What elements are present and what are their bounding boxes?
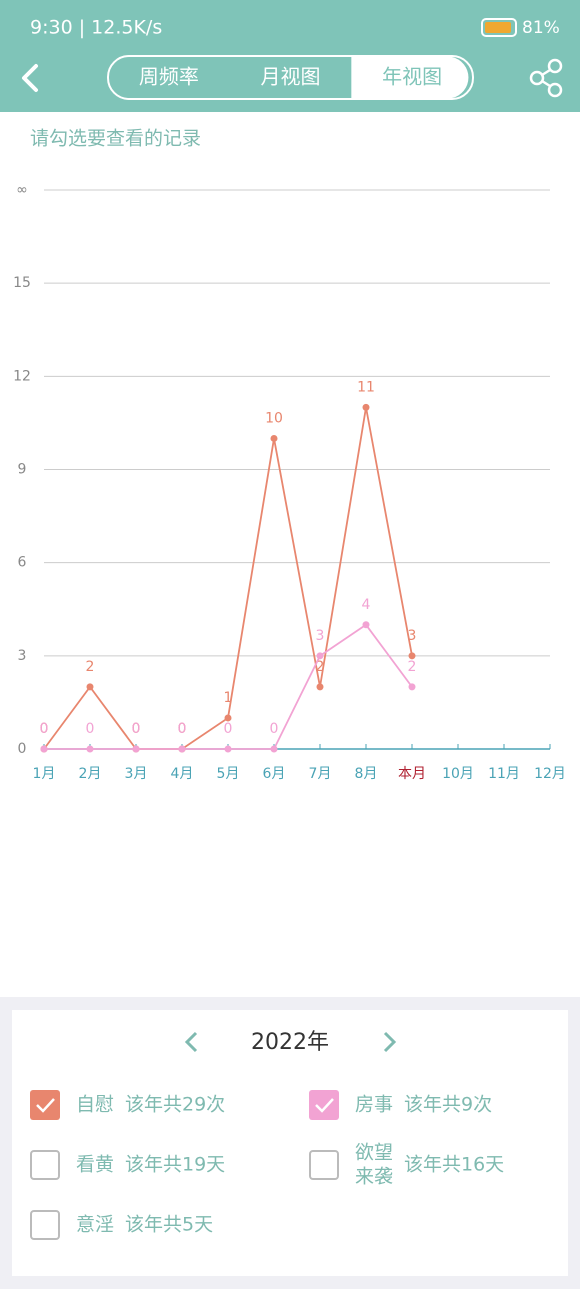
value-label: 10 [265, 410, 283, 426]
record-summary: 该年共19天 [125, 1154, 225, 1176]
record-summary: 该年共9次 [404, 1094, 492, 1116]
tab[interactable]: 月视图 [261, 65, 321, 89]
value-label: 0 [224, 721, 233, 737]
record-summary: 该年共16天 [404, 1154, 504, 1176]
value-label: 0 [40, 721, 49, 737]
point [362, 621, 370, 629]
checkbox[interactable] [30, 1150, 60, 1180]
tab-selected-bg [351, 57, 469, 98]
value-label: 0 [132, 721, 141, 737]
record-summary: 该年共29次 [125, 1094, 225, 1116]
point [224, 745, 232, 753]
point [132, 745, 140, 753]
record-name: 意淫 [76, 1214, 114, 1236]
panel [12, 1010, 568, 1276]
y-tick-label: 15 [13, 275, 31, 291]
value-label: 3 [408, 628, 417, 644]
record-name: 来袭 [355, 1166, 393, 1188]
battery-icon [481, 18, 517, 37]
point [86, 683, 94, 691]
point [408, 683, 416, 691]
tab[interactable]: 周频率 [139, 65, 199, 89]
battery-level [485, 22, 511, 33]
value-label: 2 [316, 659, 325, 675]
value-label: 0 [86, 721, 95, 737]
year: 2022年 [251, 1030, 329, 1055]
record-name: 自慰 [76, 1094, 114, 1116]
check-mark [315, 1098, 334, 1113]
y-tick-label: 6 [18, 555, 27, 571]
point [40, 745, 48, 753]
value-label: 0 [178, 721, 187, 737]
back-button[interactable] [22, 64, 38, 92]
point [178, 745, 186, 753]
value-label: 4 [362, 597, 371, 613]
record-name: 看黄 [76, 1154, 114, 1176]
x-tick-label: 3月 [125, 766, 148, 782]
value-label: 2 [408, 659, 417, 675]
x-tick-label: 8月 [355, 766, 378, 782]
status-time: 9:30 | 12.5K/s [30, 17, 162, 39]
point [270, 434, 278, 442]
checkbox[interactable] [30, 1090, 60, 1120]
y-tick-label: 3 [18, 648, 27, 664]
prev-year[interactable] [184, 1031, 198, 1053]
x-tick-label: 4月 [171, 766, 194, 782]
x-tick-label: 11月 [488, 766, 520, 782]
y-tick-label: 12 [13, 368, 31, 384]
point [362, 403, 370, 411]
share-icon[interactable] [529, 58, 563, 98]
value-label: 0 [178, 721, 187, 737]
x-tick-label: 7月 [309, 766, 332, 782]
x-tick-label: 6月 [263, 766, 286, 782]
value-label: 2 [86, 659, 95, 675]
x-tick-label: 本月 [398, 766, 426, 782]
battery-text: 81% [522, 18, 560, 38]
record-name: 房事 [355, 1094, 393, 1116]
x-tick-label: 1月 [33, 766, 56, 782]
x-tick-label: 5月 [217, 766, 240, 782]
tab-control [107, 55, 474, 100]
y-tick-label: ∞ [16, 182, 28, 198]
value-label: 0 [132, 721, 141, 737]
tab[interactable]: 年视图 [382, 65, 442, 89]
value-label: 0 [270, 721, 279, 737]
checkbox[interactable] [309, 1090, 339, 1120]
point [86, 745, 94, 753]
y-tick-label: 9 [18, 462, 27, 478]
checkbox[interactable] [30, 1210, 60, 1240]
point [408, 652, 416, 660]
point [316, 683, 324, 691]
value-label: 3 [316, 628, 325, 644]
point [224, 714, 232, 722]
checkbox[interactable] [309, 1150, 339, 1180]
x-tick-label: 2月 [79, 766, 102, 782]
check-mark [36, 1098, 55, 1113]
prompt: 请勾选要查看的记录 [30, 128, 201, 150]
record-summary: 该年共5天 [125, 1214, 213, 1236]
point [316, 652, 324, 660]
next-year[interactable] [383, 1031, 397, 1053]
value-label: 11 [357, 379, 375, 395]
y-tick-label: 0 [18, 741, 27, 757]
value-label: 1 [224, 690, 233, 706]
point [270, 745, 278, 753]
record-name: 欲望 [355, 1142, 393, 1164]
x-tick-label: 10月 [442, 766, 474, 782]
x-tick-label: 12月 [534, 766, 566, 782]
value-label: 0 [40, 721, 49, 737]
